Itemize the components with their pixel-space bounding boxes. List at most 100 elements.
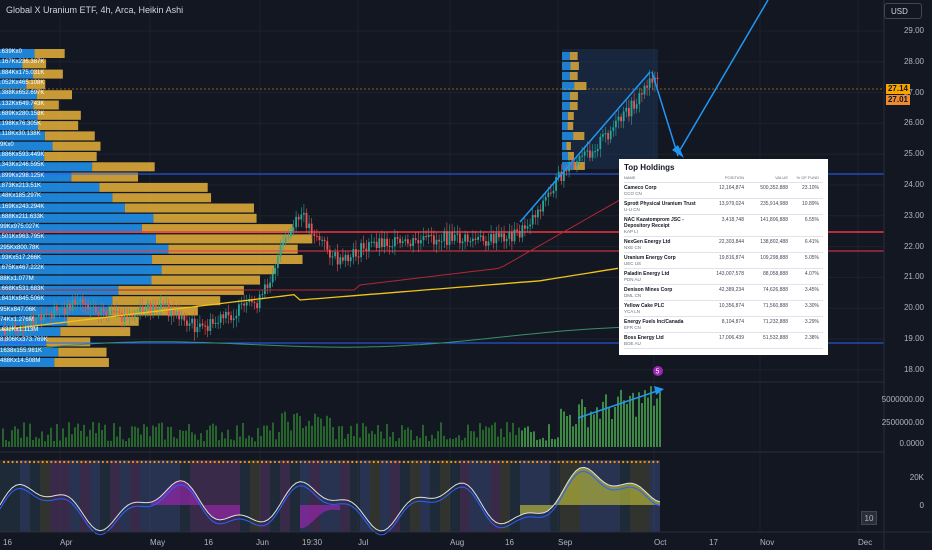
holding-position: 3,418,748 <box>721 217 744 223</box>
currency-selector[interactable]: USD <box>884 3 922 19</box>
holding-ticker: U-U CN <box>624 207 640 212</box>
holding-row: NAC Kazatomprom JSC - Depository Receipt… <box>624 215 823 237</box>
holding-name: Denison Mines Corp <box>624 287 673 293</box>
holdings-header: NAME POSITION VALUE % OF FUND <box>624 175 823 183</box>
price-tag-current: 27.14 <box>886 84 910 94</box>
oscillator-tick-label: 0 <box>919 501 924 510</box>
volume-profile-label: 88Kx1.077M <box>0 275 34 282</box>
holding-pct: 3.30% <box>804 303 819 309</box>
holding-pct: 10.89% <box>802 201 819 207</box>
holding-value: 138,802,488 <box>760 239 788 245</box>
time-tick-label: Sep <box>558 538 573 547</box>
projection-line-up[interactable] <box>679 0 769 151</box>
header-position: POSITION <box>724 175 744 180</box>
volume-profile-label: 9Kx0 <box>0 141 14 148</box>
holding-name: Boss Energy Ltd <box>624 335 664 341</box>
price-tick-label: 25.00 <box>903 149 924 159</box>
projection-line-down[interactable] <box>651 71 679 157</box>
volume-profile-label: 74Kx1.276M <box>0 316 34 323</box>
volume-profile-label: .899Kx298.125K <box>0 172 45 179</box>
holding-value: 74,626,888 <box>762 287 788 293</box>
chart-title: Global X Uranium ETF, 4h, Arca, Heikin A… <box>6 5 184 15</box>
volume-profile-label: 95Kx847.06K <box>0 306 37 313</box>
price-tick-label: 27.00 <box>903 87 924 97</box>
holding-ticker: PDN AU <box>624 277 641 282</box>
time-tick-label: 19:30 <box>302 538 323 547</box>
svg-text:5: 5 <box>656 369 660 376</box>
holding-ticker: YCA LN <box>624 309 641 314</box>
holding-value: 109,298,888 <box>760 255 788 261</box>
volume-trend-arrow[interactable] <box>577 389 661 419</box>
volume-profile-label: .48Kx185.297K <box>0 193 42 200</box>
holding-value: 141,806,888 <box>760 217 788 223</box>
volume-profile-label: .675Kx467.222K <box>0 265 45 272</box>
volume-profile-label: 1638x155.981K <box>0 347 43 354</box>
volume-profile-label: .841Kx845.506K <box>0 296 45 303</box>
time-tick-label: Dec <box>858 538 873 547</box>
holding-value: 235,914,988 <box>760 201 788 207</box>
alert-icon[interactable] <box>653 366 663 376</box>
holding-pct: 5.05% <box>804 255 819 261</box>
volume-profile-label: .501Kx963.795K <box>0 234 45 241</box>
price-tick-label: 20.00 <box>903 303 924 313</box>
pane-toggle-button[interactable]: 10 <box>861 511 877 525</box>
holding-name: Energy Fuels Inc/Canada <box>624 319 684 325</box>
arrow-head-down-icon <box>672 145 684 158</box>
time-tick-label: 16 <box>204 538 213 547</box>
price-tick-label: 21.00 <box>903 272 924 282</box>
volume-profile <box>0 49 313 367</box>
holding-value: 500,352,888 <box>760 185 788 191</box>
oscillator-tick-label: 20K <box>909 473 924 482</box>
holding-pct: 23.10% <box>802 185 819 191</box>
volume-profile-label: .639Kx0 <box>0 49 23 55</box>
volume-profile-label: .886Kx593.449K <box>0 152 45 158</box>
holding-row: NexGen Energy Ltd NXE CN 22,303,844 138,8… <box>624 237 823 253</box>
trend-line-up[interactable] <box>519 71 651 223</box>
time-tick-label: 16 <box>505 538 514 547</box>
volume-profile-label: 99Kx975.027K <box>0 224 40 231</box>
volume-profile-label: .93Kx517.266K <box>0 255 42 261</box>
holding-row: Denison Mines Corp DML CN 42,389,234 74,6… <box>624 285 823 301</box>
holding-value: 71,560,888 <box>762 303 788 309</box>
oscillator-signal-line <box>0 470 661 536</box>
holding-name: NexGen Energy Ltd <box>624 239 671 245</box>
volume-profile-label: .884Kx175.031K <box>0 69 45 76</box>
holding-pct: 3.29% <box>804 319 819 325</box>
price-tick-label: 23.00 <box>903 210 924 220</box>
volume-profile-label: 8.806Kx373.769K <box>0 337 48 344</box>
holding-row: Boss Energy Ltd BOE AU 17,006,439 51,532,… <box>624 333 823 349</box>
ma-green-line <box>0 326 660 353</box>
volume-profile-label: .343Kx246.595K <box>0 162 45 169</box>
volume-profile-label: .873Kx213.51K <box>0 182 42 189</box>
price-tick-label: 22.00 <box>903 241 924 251</box>
holding-position: 42,389,234 <box>718 287 744 293</box>
holding-ticker: CCO CN <box>624 191 642 196</box>
oscillator-line <box>0 466 661 532</box>
volume-tick-label: 5000000.00 <box>881 395 924 404</box>
arrow-head-right-icon <box>654 386 664 395</box>
time-tick-label: Oct <box>654 538 667 547</box>
time-tick-label: 16 <box>3 538 12 547</box>
price-tick-label: 18.00 <box>903 364 924 374</box>
price-tag-close: 27.01 <box>886 95 910 105</box>
volume-profile-label: .118Kx30.138K <box>0 131 41 138</box>
holding-name: Cameco Corp <box>624 185 657 191</box>
price-tick-label: 29.00 <box>903 26 924 35</box>
holding-pct: 2.38% <box>804 335 819 341</box>
volume-profile-label: 295Kx800.78K <box>0 244 40 251</box>
holding-name: Uranium Energy Corp <box>624 255 676 261</box>
volume-profile-label: .132Kx649.743K <box>0 100 45 107</box>
holding-ticker: UEC US <box>624 261 642 266</box>
holding-name: Yellow Cake PLC <box>624 303 665 309</box>
volume-profile-label: .198Kx76.305K <box>0 121 42 128</box>
ma-red-line <box>0 190 637 291</box>
holding-row: Yellow Cake PLC YCA LN 10,356,874 71,560,… <box>624 301 823 317</box>
volume-profile-label: .632Kx1.113M <box>0 327 39 334</box>
volume-profile-label: .167Kx236.387K <box>0 59 45 66</box>
price-tick-label: 26.00 <box>903 118 924 128</box>
volume-profile-label: .688Kx211.633K <box>0 213 44 220</box>
time-tick-label: 17 <box>709 538 718 547</box>
header-name: NAME <box>624 175 636 180</box>
ma-yellow-line <box>0 267 619 331</box>
